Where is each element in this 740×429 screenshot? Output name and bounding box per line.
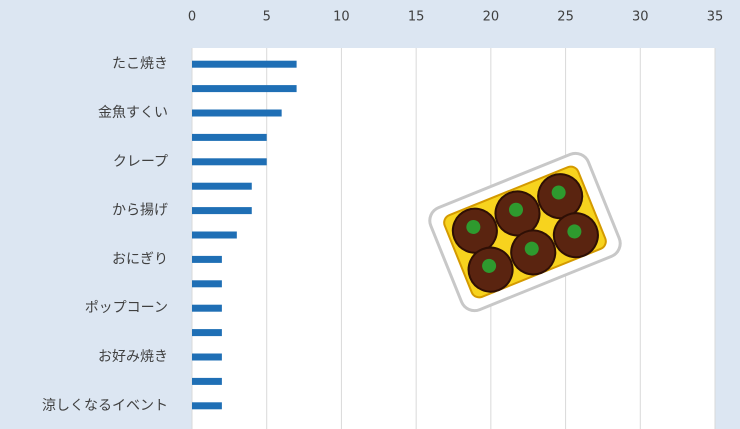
x-tick-label: 15	[408, 10, 425, 25]
x-tick-label: 0	[188, 10, 196, 25]
bar	[192, 232, 237, 239]
y-tick-label: お好み焼き	[98, 349, 168, 365]
bar	[192, 158, 267, 165]
y-tick-label: ポップコーン	[85, 300, 168, 316]
bar	[192, 85, 297, 92]
y-tick-label: 涼しくなるイベント	[42, 398, 168, 414]
bar	[192, 354, 222, 361]
bar	[192, 378, 222, 385]
x-tick-label: 25	[557, 10, 574, 25]
y-tick-label: おにぎり	[112, 251, 168, 267]
y-tick-label: クレープ	[113, 154, 168, 170]
bar	[192, 134, 267, 141]
x-tick-label: 20	[483, 10, 500, 25]
x-tick-label: 35	[707, 10, 724, 25]
bar	[192, 61, 297, 68]
bar	[192, 305, 222, 312]
x-tick-label: 10	[333, 10, 350, 25]
bar	[192, 183, 252, 190]
bar	[192, 256, 222, 263]
bar	[192, 280, 222, 287]
bar	[192, 207, 252, 214]
bar	[192, 329, 222, 336]
y-tick-label: 金魚すくい	[98, 105, 168, 121]
chart: 0 5 10 15 20 25 30 35 たこ焼き金魚すくいクレープから揚げおにぎりポップコー…	[0, 0, 740, 429]
bar	[192, 110, 282, 117]
bar	[192, 402, 222, 409]
x-tick-label: 5	[263, 10, 271, 25]
x-tick-label: 30	[632, 10, 649, 25]
y-tick-label: から揚げ	[112, 202, 168, 219]
y-tick-label: たこ焼き	[112, 56, 168, 72]
